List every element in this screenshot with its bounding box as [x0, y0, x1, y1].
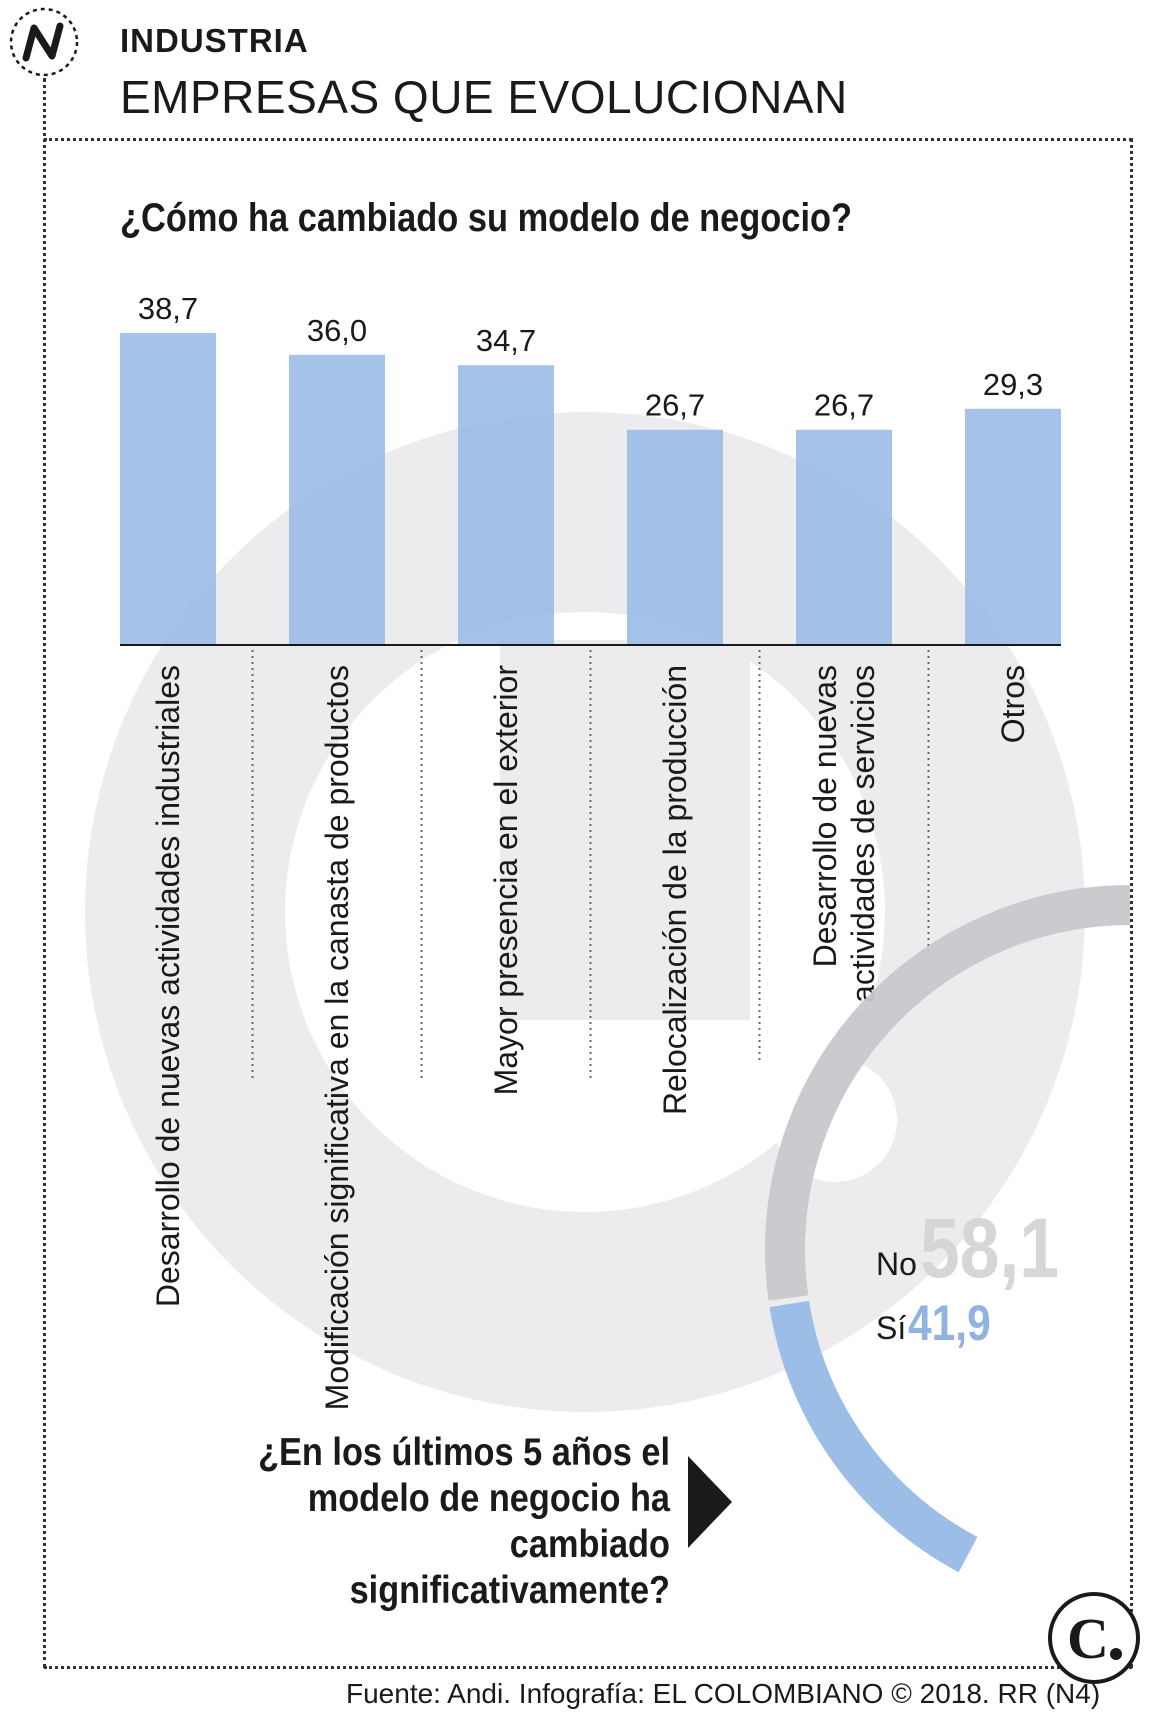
category-label: Desarrollo de nuevas actividades industr… — [150, 665, 186, 1307]
pie-label-no: No — [876, 1246, 917, 1282]
bar — [289, 354, 385, 645]
bar-value-label: 26,7 — [814, 388, 874, 423]
bar-chart-title: ¿Cómo ha cambiado su modelo de negocio? — [120, 196, 853, 240]
pie-chart-question: ¿En los últimos 5 años el modelo de nego… — [160, 1430, 670, 1614]
bar — [627, 429, 723, 645]
frame-border — [44, 138, 1132, 141]
question-line: modelo de negocio ha cambiado — [307, 1477, 670, 1566]
bar-value-label: 34,7 — [476, 323, 536, 358]
pie-value-si: 41,9 — [908, 1295, 991, 1351]
pie-slice-no — [765, 885, 1131, 1301]
category-label: Otros — [995, 665, 1031, 743]
frame-border — [1130, 138, 1133, 1668]
frame-border — [43, 78, 46, 1668]
category-label: actividades de servicios — [845, 665, 881, 1003]
category-label: Modificación significativa en la canasta… — [319, 665, 355, 1410]
page-title: EMPRESAS QUE EVOLUCIONAN — [120, 71, 848, 123]
category-label: Mayor presencia en el exterior — [488, 665, 524, 1096]
bar — [458, 365, 554, 645]
arrow-right-icon — [688, 1456, 732, 1548]
bar-value-label: 36,0 — [307, 313, 367, 348]
el-colombiano-logo-icon: C — [1048, 1592, 1140, 1684]
frame-border — [44, 1666, 1132, 1669]
source-credit: Fuente: Andi. Infografía: EL COLOMBIANO … — [346, 1678, 1101, 1709]
bar — [796, 429, 892, 645]
bar-value-label: 26,7 — [645, 388, 705, 423]
bar-value-label: 38,7 — [138, 291, 198, 326]
category-label: Desarrollo de nuevas — [807, 665, 843, 967]
bar-value-label: 29,3 — [983, 367, 1043, 402]
bar — [120, 333, 216, 645]
pie-label-si: Sí — [876, 1310, 907, 1346]
question-line: significativamente? — [349, 1569, 670, 1612]
question-line: ¿En los últimos 5 años el — [258, 1431, 670, 1474]
svg-text:C: C — [1067, 1606, 1109, 1671]
category-label: Relocalización de la producción — [657, 665, 693, 1115]
bar — [965, 408, 1061, 645]
pie-value-no: 58,1 — [920, 1201, 1059, 1295]
n-logo-icon — [9, 7, 79, 77]
pie-slice-si — [769, 1300, 978, 1573]
section-label: INDUSTRIA — [120, 22, 309, 59]
